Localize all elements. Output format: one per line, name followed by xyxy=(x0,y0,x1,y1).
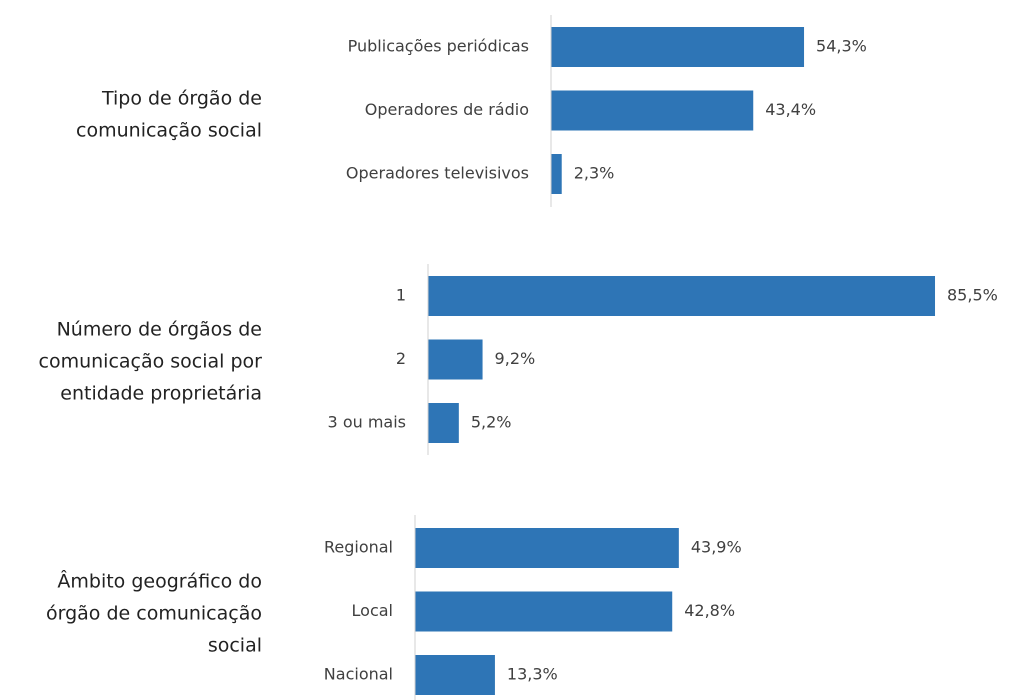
category-label: Nacional xyxy=(324,665,393,684)
value-label: 42,8% xyxy=(684,601,735,620)
group-title: comunicação social xyxy=(76,120,262,142)
bar xyxy=(551,27,805,67)
bar xyxy=(415,591,673,632)
value-label: 9,2% xyxy=(495,349,536,368)
bar xyxy=(551,90,754,131)
bar xyxy=(428,339,483,380)
value-label: 43,9% xyxy=(691,538,742,557)
value-label: 2,3% xyxy=(574,164,615,183)
bar xyxy=(428,403,459,443)
group-title: social xyxy=(208,635,262,657)
group-title: Número de órgãos de xyxy=(57,319,262,341)
bar xyxy=(415,528,679,568)
group-title: Tipo de órgão de xyxy=(101,88,262,110)
value-label: 85,5% xyxy=(947,286,998,305)
category-label: 2 xyxy=(396,349,406,368)
category-label: Operadores televisivos xyxy=(346,164,529,183)
group-title: comunicação social por xyxy=(39,351,263,373)
value-label: 13,3% xyxy=(507,665,558,684)
category-label: Regional xyxy=(324,538,393,557)
value-label: 5,2% xyxy=(471,413,512,432)
category-label: 3 ou mais xyxy=(328,413,406,432)
category-label: Local xyxy=(352,601,393,620)
bar xyxy=(428,276,936,316)
bar xyxy=(415,655,495,695)
category-label: Operadores de rádio xyxy=(365,100,529,119)
category-label: 1 xyxy=(396,286,406,305)
group-title: entidade proprietária xyxy=(60,383,262,405)
category-label: Publicações periódicas xyxy=(348,37,529,56)
value-label: 43,4% xyxy=(765,100,816,119)
group-title: órgão de comunicação xyxy=(46,603,262,625)
value-label: 54,3% xyxy=(816,37,867,56)
bar xyxy=(551,154,562,194)
group-title: Âmbito geográfico do xyxy=(57,570,262,593)
